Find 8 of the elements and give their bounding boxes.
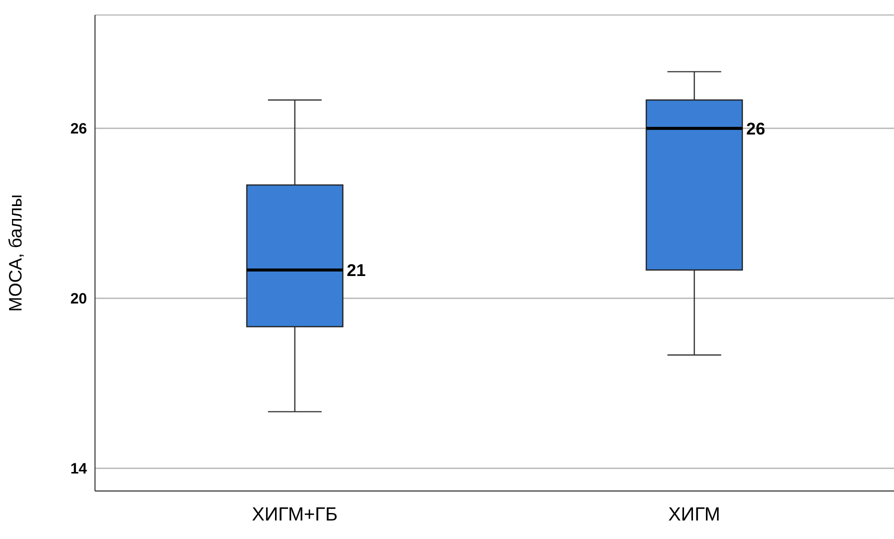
annotation: 21 (346, 261, 366, 280)
x-tick-label: ХИГМ+ГБ (252, 504, 338, 526)
x-tick-label: ХИГМ (668, 504, 720, 526)
y-axis-title: МОСА, баллы (5, 194, 26, 312)
annotation: 26 (746, 119, 766, 138)
y-tick-label: 20 (70, 290, 87, 308)
y-tick-label: 26 (70, 120, 87, 138)
y-tick-label: 14 (70, 460, 88, 478)
